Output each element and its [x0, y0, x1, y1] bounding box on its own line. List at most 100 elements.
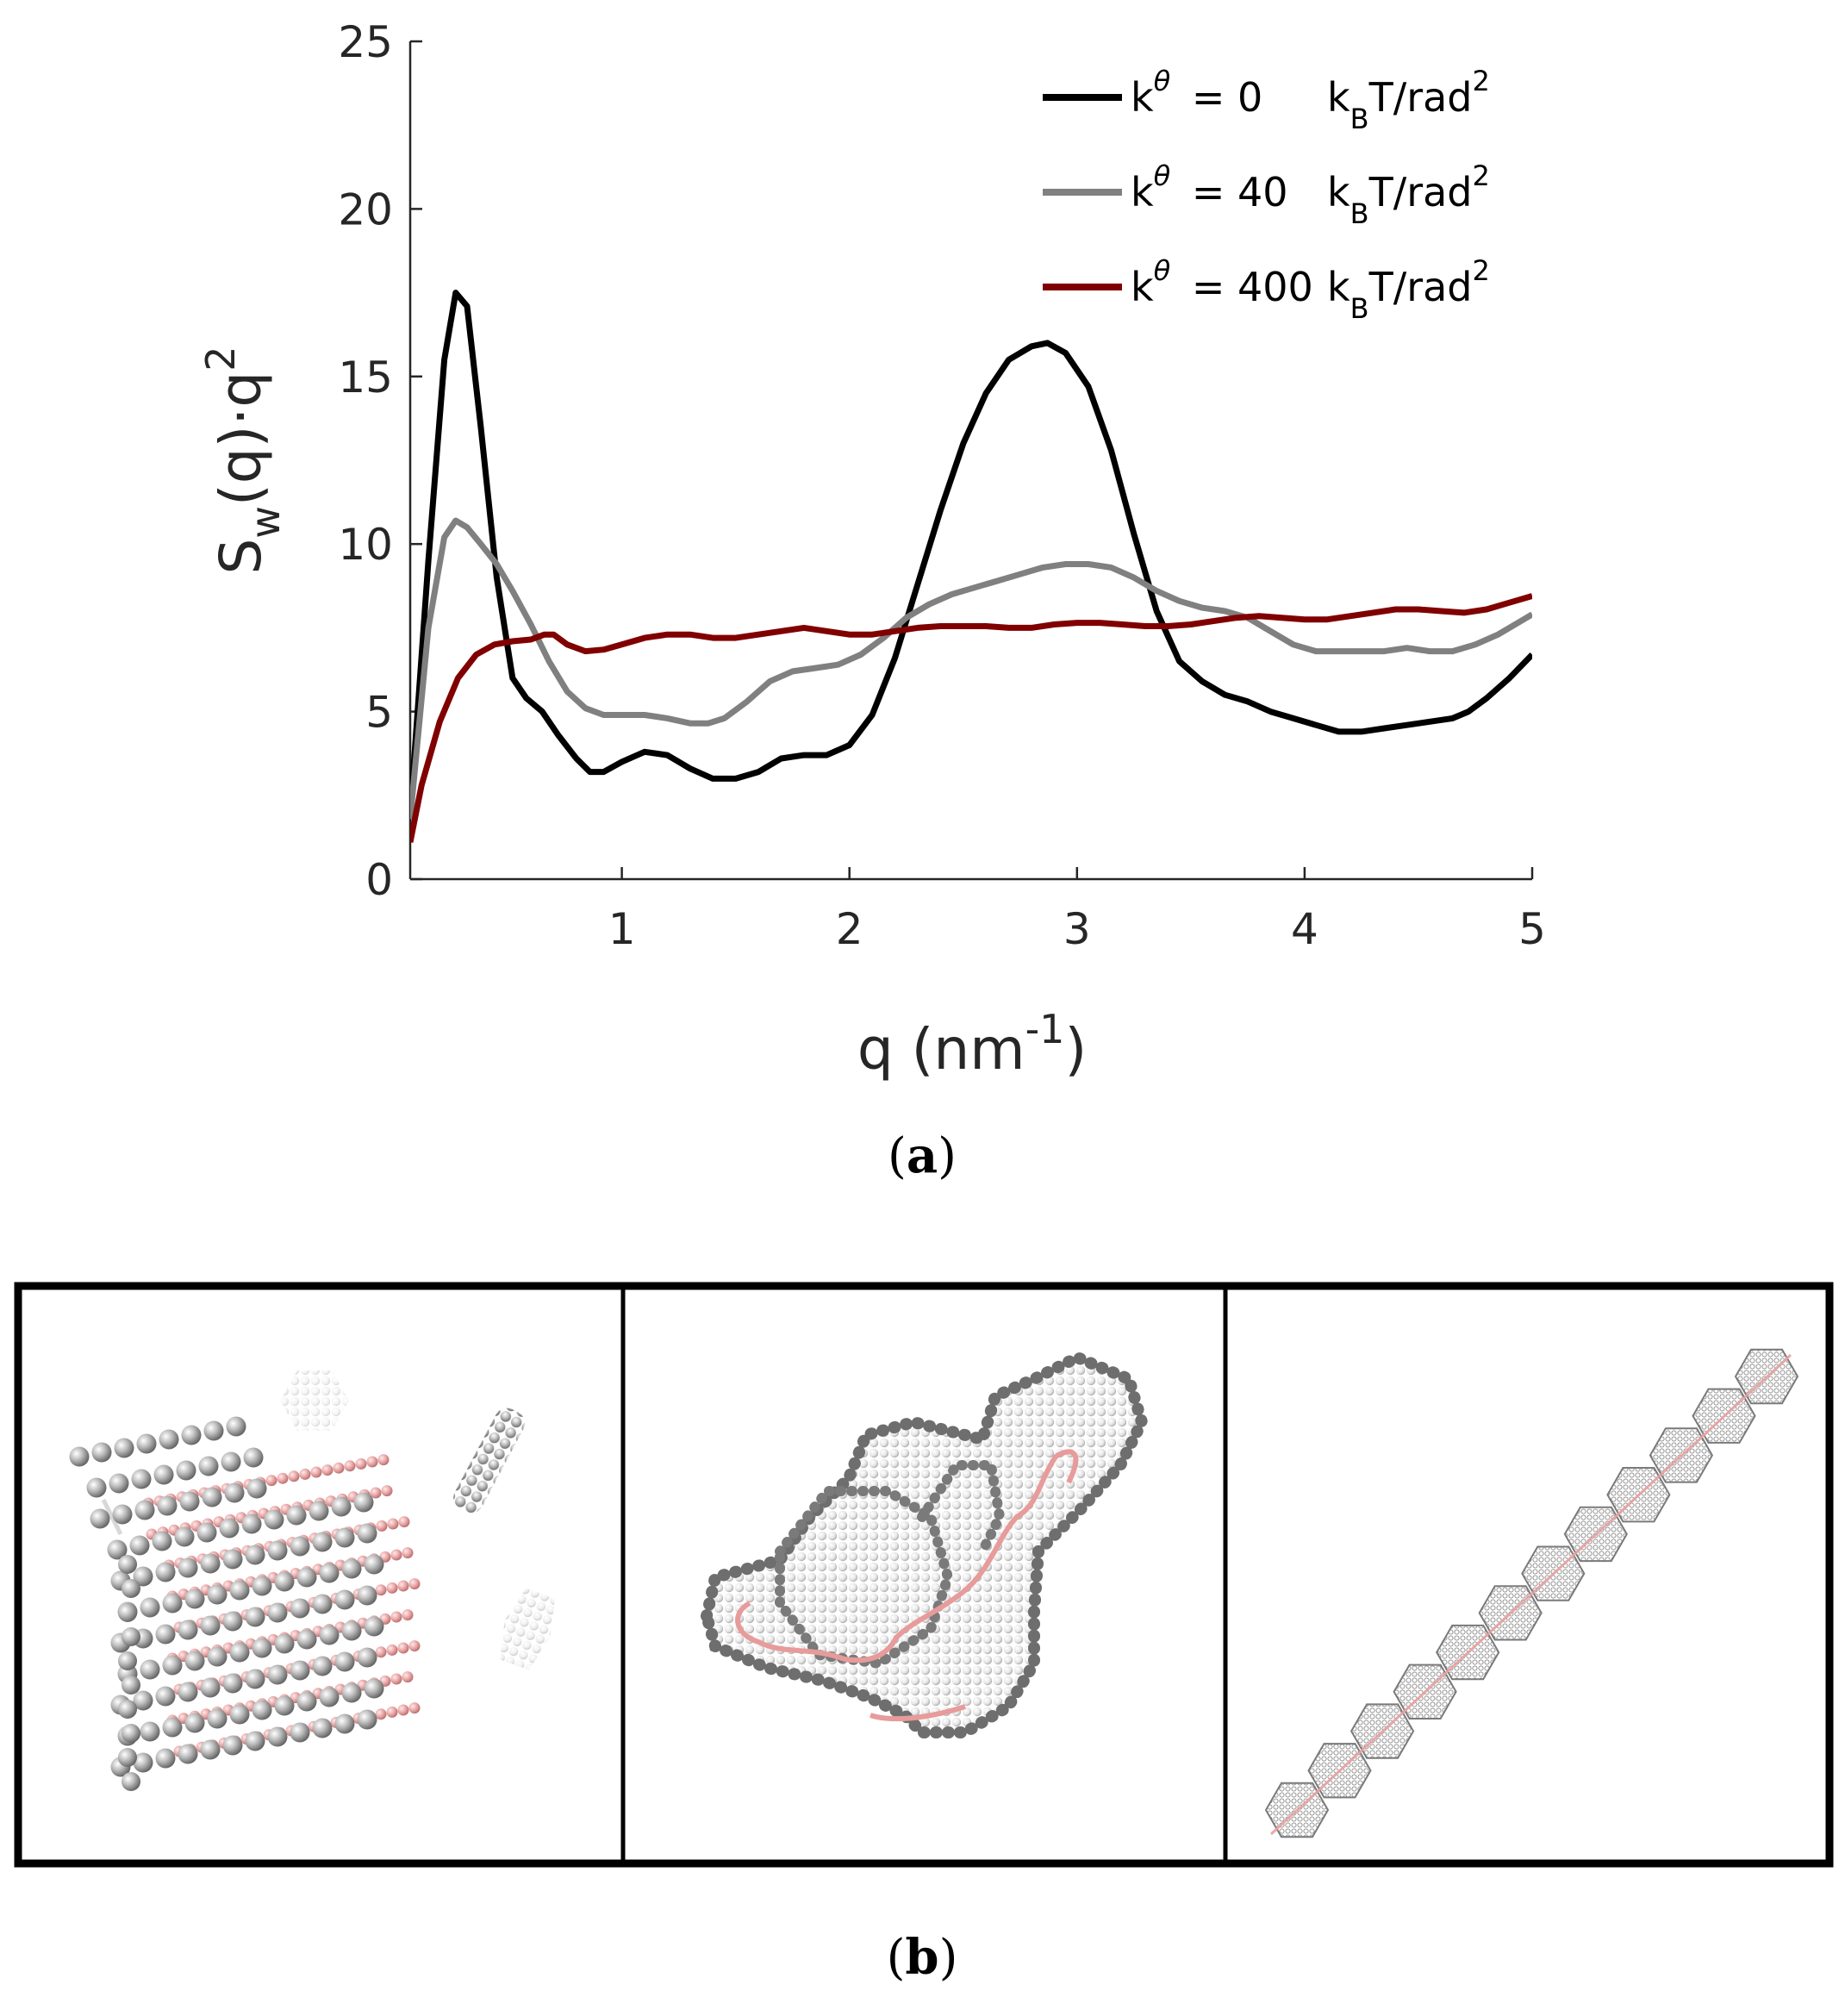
sheet-sphere [122, 1724, 140, 1743]
legend-unit-sub: B [1350, 292, 1369, 325]
sheet-sphere [178, 1682, 198, 1702]
sheet-sphere [364, 1678, 384, 1699]
chain-bead [397, 1704, 409, 1716]
floating-sheet-faint [280, 1370, 349, 1431]
sheet-sphere [290, 1660, 310, 1681]
chain-bead [310, 1466, 322, 1478]
sheet-sphere [114, 1438, 134, 1458]
x-axis-title-close: ) [1064, 1016, 1087, 1083]
sheet-sphere [184, 1651, 205, 1671]
sheet-sphere [357, 1647, 377, 1668]
x-axis-title-sup: -1 [1025, 1006, 1065, 1052]
legend-unit-k: k [1327, 74, 1350, 121]
chain-bead [366, 1456, 378, 1468]
sheet-sphere [222, 1673, 243, 1694]
sheet-sphere [229, 1580, 250, 1601]
legend-k-sup: θ [1154, 254, 1171, 287]
sheet-sphere [178, 1557, 198, 1578]
sheet-sphere [162, 1593, 183, 1613]
sheet-sphere [267, 1540, 288, 1561]
cluster-inner-fold-2 [917, 1460, 1006, 1557]
sheet-sphere [109, 1473, 129, 1494]
legend-unit-rest: T/rad [1368, 74, 1473, 121]
sheet-sphere [221, 1451, 241, 1472]
sheet-sphere [69, 1446, 90, 1467]
chain-bead [321, 1464, 333, 1476]
sheet-sphere [341, 1682, 362, 1703]
sheet-sphere [159, 1429, 179, 1450]
legend-entry-3: kθ = 400 kBT/rad2 [1043, 254, 1490, 325]
sheet-sphere [334, 1589, 355, 1610]
legend-unit-rest: T/rad [1368, 264, 1473, 310]
sheet-sphere [353, 1492, 374, 1513]
panel-label-a-close: ) [938, 1128, 957, 1184]
chain-bead [390, 1549, 402, 1561]
x-tick-label: 1 [608, 904, 636, 954]
sheet-sphere [312, 1656, 333, 1676]
sheet-sphere [264, 1509, 284, 1530]
sheet-sphere [131, 1469, 152, 1489]
sheet-sphere [252, 1576, 272, 1596]
sheet-sphere [140, 1721, 160, 1742]
chain-bead [390, 1673, 402, 1685]
sheet-sphere [274, 1571, 295, 1592]
chain-bead [397, 1642, 409, 1654]
snapshot-extended-chain [1264, 1348, 1799, 1838]
snapshot-border [14, 1282, 1834, 1868]
chain-bead [377, 1454, 390, 1466]
sheet-sphere [290, 1536, 310, 1557]
sheet-sphere [222, 1735, 243, 1756]
sheet-sphere [122, 1627, 140, 1646]
legend-unit: kBT/rad2 [1327, 65, 1490, 135]
chain-bead [390, 1611, 402, 1623]
sheet-sphere [155, 1686, 176, 1707]
sheet-sphere [319, 1625, 340, 1645]
sheet-sphere [112, 1504, 133, 1525]
sheet-sphere [319, 1687, 340, 1707]
sheet-sphere [129, 1535, 150, 1556]
legend-unit-sup: 2 [1473, 159, 1490, 192]
sheet-sphere [229, 1704, 250, 1725]
sheet-sphere [309, 1501, 329, 1521]
panel-label-b: (b) [887, 1929, 958, 1986]
series-lines [410, 290, 1532, 843]
sheet-sphere [312, 1718, 333, 1738]
sheet-sphere [134, 1500, 155, 1520]
sheet-sphere [157, 1495, 178, 1516]
chain-bead [402, 1547, 414, 1559]
x-ticks: 1 2 3 4 5 [608, 867, 1546, 954]
panel-label-b-close: ) [939, 1930, 958, 1986]
chain-bead [408, 1702, 421, 1714]
chain-bead [387, 1518, 399, 1530]
y-tick-label: 0 [365, 855, 393, 905]
sheet-sphere [245, 1669, 265, 1689]
axes [408, 41, 1532, 881]
sheet-sphere [222, 1549, 243, 1570]
sheet-sphere [334, 1713, 355, 1734]
sheet-sphere [90, 1508, 110, 1529]
panel-label-b-open: ( [887, 1930, 906, 1986]
x-tick-label: 4 [1291, 904, 1318, 954]
panel-label-a: (a) [888, 1127, 957, 1184]
floating-sheet-small [500, 1588, 555, 1670]
sheet-sphere [198, 1456, 219, 1476]
y-axis-title: Sw(q)·q2 [197, 346, 289, 574]
series-line-1 [410, 290, 1532, 816]
chain-bead [333, 1462, 345, 1474]
sheet-sphere [219, 1518, 240, 1539]
cluster-outline [700, 1351, 1149, 1738]
sheet-sphere [136, 1433, 157, 1454]
legend-entry-1: kθ = 0 kBT/rad2 [1043, 65, 1490, 135]
chain-bead [402, 1671, 414, 1683]
sheet-sphere [241, 1514, 262, 1534]
chain-bead [299, 1468, 311, 1480]
chain-bead [408, 1578, 421, 1590]
panel-label-a-letter: a [907, 1127, 938, 1184]
legend-value: = 400 [1179, 264, 1313, 310]
sheet-sphere [296, 1567, 317, 1588]
snapshot-frame [14, 1282, 1834, 1868]
legend-k-sup: θ [1154, 65, 1171, 97]
y-axis-title-sub: w [242, 506, 289, 539]
sheet-sphere [200, 1739, 221, 1760]
